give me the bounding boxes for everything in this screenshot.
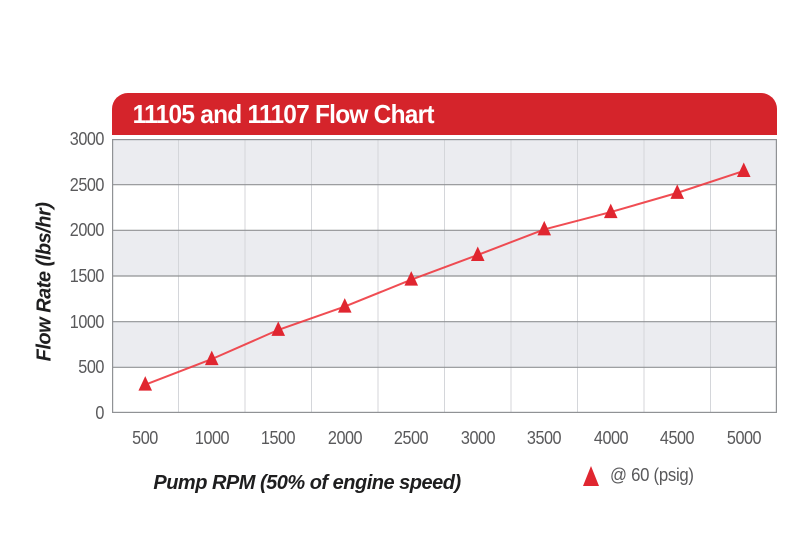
legend-label: @ 60 (psig): [610, 465, 694, 485]
data-point-marker: [271, 321, 286, 336]
x-axis-title: Pump RPM (50% of engine speed): [153, 472, 461, 494]
data-line: [144, 170, 745, 386]
data-point-marker: [736, 162, 751, 177]
x-tick-label: 2500: [394, 428, 429, 448]
y-tick-label: 1500: [69, 266, 105, 286]
plot-border: [112, 139, 777, 413]
y-tick-label: 0: [95, 403, 104, 423]
y-tick-label: 1000: [69, 311, 105, 332]
flow-line-chart: [112, 139, 777, 413]
chart-title-bar: 11105 and 11107 Flow Chart: [112, 93, 777, 135]
y-tick-label: 2500: [69, 174, 105, 195]
legend: @ 60 (psig): [583, 465, 700, 486]
data-point-marker: [537, 220, 552, 236]
x-tick-label: 5000: [726, 428, 762, 448]
chart-title: 11105 and 11107 Flow Chart: [132, 98, 435, 129]
data-point-marker: [337, 298, 352, 313]
y-tick-label: 500: [78, 357, 104, 378]
data-point-marker: [670, 184, 685, 199]
plot-area: [112, 139, 777, 413]
data-point-marker: [204, 350, 219, 366]
data-point-marker: [404, 271, 419, 286]
data-point-marker: [138, 376, 153, 391]
y-tick-label: 3000: [69, 129, 105, 149]
x-tick-label: 4000: [593, 428, 629, 448]
y-tick-label: 2000: [69, 220, 105, 241]
x-tick-label: 4500: [660, 428, 695, 448]
x-tick-label: 2000: [327, 428, 363, 448]
data-point-marker: [603, 203, 618, 219]
x-tick-label: 1500: [261, 428, 296, 448]
x-tick-label: 1000: [194, 428, 230, 448]
data-point-marker: [470, 246, 485, 261]
x-tick-label: 3500: [527, 428, 562, 448]
triangle-up-icon: [583, 465, 599, 486]
x-tick-label: 3000: [460, 428, 496, 448]
x-tick-label: 500: [132, 428, 159, 448]
